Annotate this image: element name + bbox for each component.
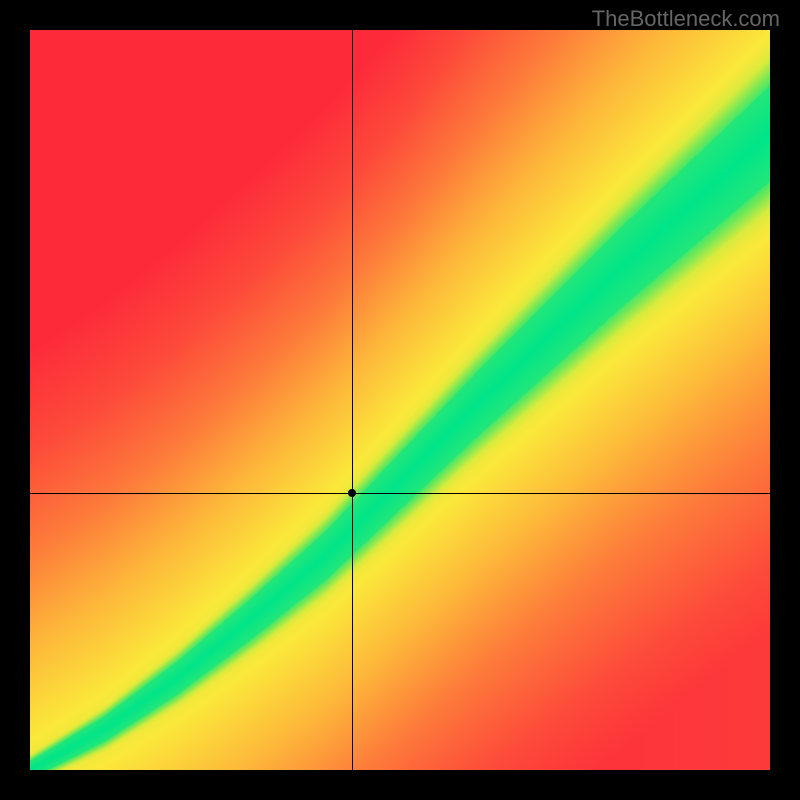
marker-dot — [348, 489, 356, 497]
crosshair-horizontal — [30, 493, 770, 494]
plot-area — [30, 30, 770, 770]
heatmap-canvas — [30, 30, 770, 770]
chart-container: TheBottleneck.com — [0, 0, 800, 800]
watermark-text: TheBottleneck.com — [592, 6, 780, 32]
crosshair-vertical — [352, 30, 353, 770]
